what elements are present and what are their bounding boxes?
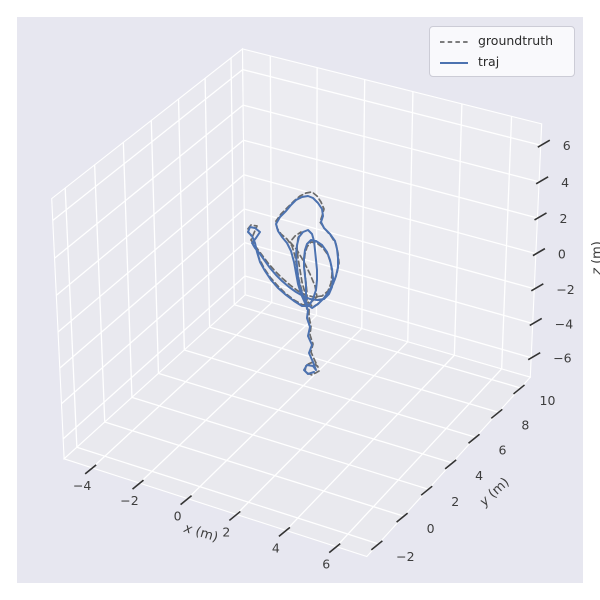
z-tick-label: −2 — [556, 282, 574, 297]
y-tick-label: 2 — [451, 494, 459, 509]
x-tick-label: 6 — [322, 557, 330, 572]
z-tick-label: −4 — [555, 316, 573, 331]
x-tick — [228, 510, 241, 522]
legend-solid-line-sample — [440, 61, 468, 64]
x-tick — [278, 526, 291, 538]
y-tick — [370, 540, 383, 551]
y-tick-label: 6 — [499, 442, 507, 457]
tick-marks — [84, 139, 551, 554]
z-tick-label: 4 — [561, 175, 569, 190]
y-tick-label: 0 — [427, 521, 435, 536]
y-tick — [490, 408, 503, 419]
y-tick — [513, 384, 526, 395]
z-tick — [530, 283, 544, 292]
z-tick-label: 0 — [558, 247, 566, 262]
y-tick — [396, 512, 409, 523]
legend-label-groundtruth: groundtruth — [478, 33, 554, 49]
y-tick-label: 4 — [475, 468, 483, 483]
y-tick-label: −2 — [396, 549, 414, 564]
z-tick-label: 2 — [560, 211, 568, 226]
z-tick — [535, 176, 549, 185]
legend: groundtruth traj — [429, 26, 575, 77]
z-tick — [532, 247, 546, 257]
z-tick — [529, 317, 543, 327]
x-tick — [180, 495, 193, 506]
x-tick-label: 2 — [222, 524, 230, 539]
legend-entry-groundtruth: groundtruth — [439, 31, 574, 52]
legend-label-traj: traj — [478, 54, 500, 70]
series-traj — [247, 195, 339, 375]
x-tick-label: −4 — [73, 478, 91, 493]
z-tick — [534, 212, 547, 221]
z-tick-label: −6 — [553, 351, 571, 366]
z-tick — [527, 352, 541, 361]
x-tick — [328, 543, 341, 554]
x-tick — [84, 464, 97, 475]
z-tick-label: 6 — [563, 138, 571, 153]
y-tick — [420, 485, 433, 496]
z-tick — [537, 139, 551, 148]
y-tick — [444, 459, 457, 470]
grid-lines — [52, 55, 541, 548]
x-tick-label: 4 — [272, 540, 280, 555]
x-tick-label: 0 — [174, 509, 182, 524]
z-axis-label: z (m) — [590, 241, 600, 276]
y-tick-label: 8 — [521, 417, 529, 432]
x-tick-label: −2 — [120, 493, 138, 508]
legend-entry-traj: traj — [439, 52, 574, 73]
legend-dashed-line-sample — [440, 40, 468, 43]
y-tick-label: 10 — [540, 393, 556, 408]
y-tick — [468, 433, 481, 444]
x-tick — [131, 479, 145, 490]
